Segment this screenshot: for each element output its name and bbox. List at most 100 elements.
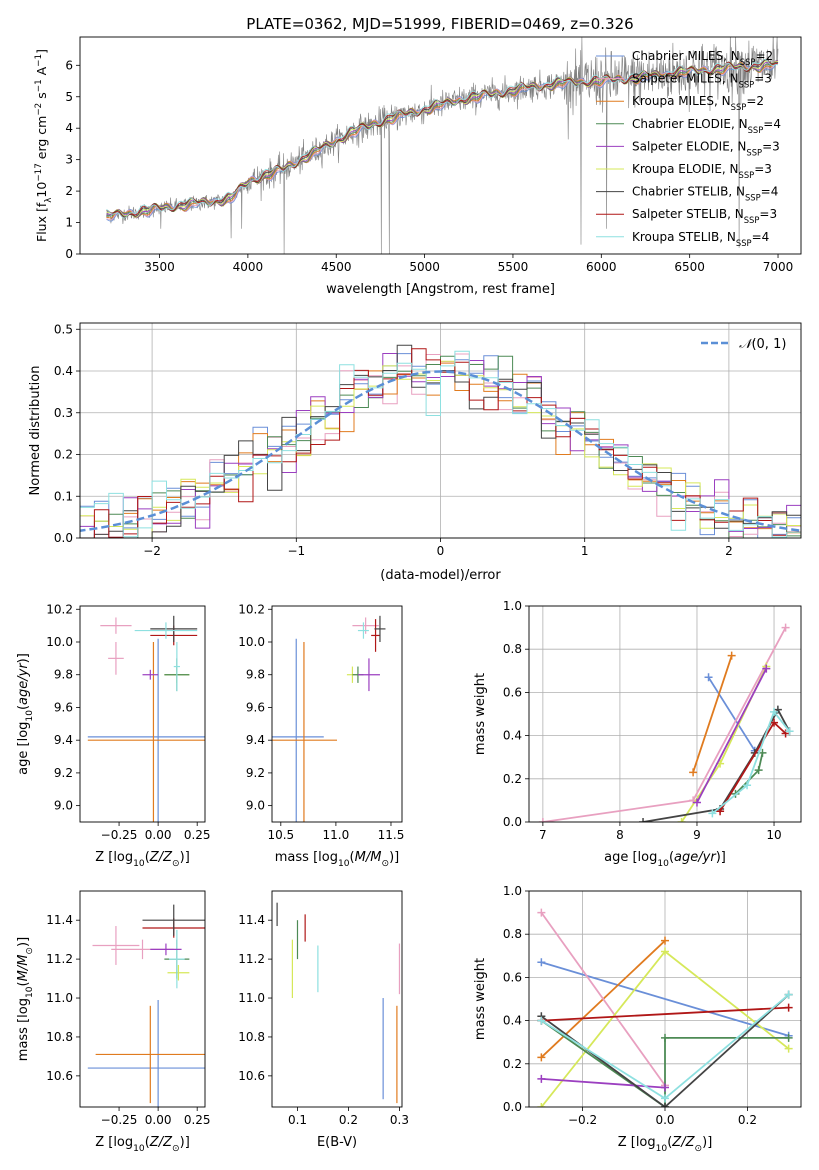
y-tick-label: 9.2 xyxy=(54,766,73,780)
x-tick-label: 11.0 xyxy=(323,828,350,842)
series-line xyxy=(696,668,768,804)
spectrum-model-line xyxy=(106,58,779,219)
errorbar-point xyxy=(352,617,379,634)
x-tick-label: 0.00 xyxy=(145,828,172,842)
y-tick-label: 1.0 xyxy=(503,884,522,898)
plot-area xyxy=(276,902,401,1104)
mass-weight-series xyxy=(689,651,736,777)
axes-frame xyxy=(528,605,802,823)
legend-label: Salpeter ELODIE, NSSP=3 xyxy=(632,139,780,157)
x-tick-label: 0 xyxy=(437,544,445,558)
x-tick-label: 9 xyxy=(693,828,701,842)
legend-label: Kroupa ELODIE, NSSP=3 xyxy=(632,162,772,180)
y-axis-label: mass weight xyxy=(473,958,488,1040)
y-tick-label: 0.4 xyxy=(54,364,73,378)
y-tick-label: 11.0 xyxy=(238,991,265,1005)
y-tick-label: 11.4 xyxy=(46,913,73,927)
y-tick-label: 0.4 xyxy=(503,729,522,743)
y-tick-label: 11.4 xyxy=(238,913,265,927)
axes-frame xyxy=(79,605,206,823)
series-line xyxy=(541,961,789,1037)
series-marker xyxy=(661,1033,669,1042)
x-axis-label: mass [log10(M/M⊙)] xyxy=(275,850,399,869)
mass-weight-series xyxy=(716,718,790,816)
series-line xyxy=(542,627,787,822)
series-marker xyxy=(781,623,790,632)
x-tick-label: 10.5 xyxy=(267,828,294,842)
y-tick-label: 9.8 xyxy=(246,668,265,682)
series-marker xyxy=(704,673,713,682)
y-tick-label: 4 xyxy=(65,121,73,135)
x-tick-label: 0.00 xyxy=(145,1113,172,1127)
y-tick-label: 10.2 xyxy=(238,602,265,616)
plot-area xyxy=(80,344,801,538)
y-tick-label: 0.2 xyxy=(54,448,73,462)
y-tick-label: 11.0 xyxy=(46,991,73,1005)
y-tick-label: 0.1 xyxy=(54,489,73,503)
panel-mass-vs-ebv: 0.1 0.2 0.3 10.6 10.8 11.0 11.2 11.4 E(B-V) xyxy=(238,890,409,1150)
x-tick-label: 3500 xyxy=(144,260,175,274)
y-tick-label: 0.0 xyxy=(503,1100,522,1114)
mass-weight-series xyxy=(538,623,790,822)
y-tick-label: 1.0 xyxy=(503,599,522,613)
x-axis-label: Z [log10(Z/Z⊙)] xyxy=(618,1135,713,1154)
series-marker xyxy=(770,718,779,727)
x-tick-label: −0.25 xyxy=(101,828,138,842)
series-line xyxy=(707,676,756,752)
y-tick-label: 9.0 xyxy=(54,799,73,813)
y-axis-label: Flux [fλ10−17 erg cm−2 s−1 A−1] xyxy=(34,49,54,242)
y-tick-label: 11.2 xyxy=(238,952,265,966)
y-tick-label: 10.0 xyxy=(238,635,265,649)
x-tick-label: 11.5 xyxy=(378,828,405,842)
x-tick-label: 2 xyxy=(725,544,733,558)
y-axis-label: Normed distribution xyxy=(28,366,43,496)
errorbar-point xyxy=(142,904,205,936)
x-tick-label: −0.25 xyxy=(101,1113,138,1127)
y-tick-label: 2 xyxy=(65,184,73,198)
x-tick-label: 6000 xyxy=(586,260,617,274)
panels: 3500 4000 4500 5000 5500 6000 6500 7000 0 1 2 3 4 5 6 w… xyxy=(16,36,802,1154)
series-line xyxy=(692,655,733,773)
x-tick-label: 1 xyxy=(581,544,589,558)
plot-area xyxy=(87,615,205,822)
legend-label: Salpeter STELIB, NSSP=3 xyxy=(632,207,777,225)
x-tick-label: 10 xyxy=(766,828,781,842)
series-marker xyxy=(537,1103,546,1107)
y-tick-label: 1 xyxy=(65,216,73,230)
x-tick-label: 8 xyxy=(616,828,624,842)
mass-weight-series xyxy=(692,664,771,807)
x-axis-label: wavelength [Angstrom, rest frame] xyxy=(326,282,555,297)
plot-area xyxy=(538,623,794,822)
series-marker xyxy=(743,781,752,790)
series-marker xyxy=(762,664,771,673)
series-line xyxy=(541,1006,789,1022)
errorbar-point xyxy=(169,929,185,989)
mass-weight-series xyxy=(708,707,794,818)
x-tick-label: −1 xyxy=(287,544,305,558)
series-marker xyxy=(537,1074,546,1083)
series-marker xyxy=(754,766,763,775)
y-tick-label: 9.6 xyxy=(246,700,265,714)
y-tick-label: 10.8 xyxy=(238,1030,265,1044)
y-tick-label: 0.0 xyxy=(54,531,73,545)
spectrum-model-line xyxy=(106,58,779,219)
axes-frame xyxy=(79,36,802,255)
y-tick-label: 0.4 xyxy=(503,1014,522,1028)
x-tick-label: 0.2 xyxy=(738,1113,757,1127)
series-marker xyxy=(770,707,779,716)
errorbar-point xyxy=(92,926,140,965)
panel-mass-vs-Z: −0.25 0.00 0.25 10.6 10.8 11.0 11.2 11.4 Z [log1… xyxy=(16,890,211,1154)
legend-label: Salpeter MILES, NSSP=3 xyxy=(632,72,772,90)
series-line xyxy=(540,1019,789,1107)
errorbar-point xyxy=(87,638,205,822)
mass-weight-series xyxy=(731,748,767,798)
series-marker xyxy=(708,809,717,818)
x-axis-label: Z [log10(Z/Z⊙)] xyxy=(95,1135,190,1154)
series-marker xyxy=(784,1044,793,1053)
y-axis-label: mass [log10(M/M⊙)] xyxy=(16,937,35,1061)
legend-label: 𝒩(0, 1) xyxy=(739,337,786,352)
axes-frame xyxy=(271,890,403,1108)
series-marker xyxy=(677,818,686,822)
series-line xyxy=(711,709,791,815)
